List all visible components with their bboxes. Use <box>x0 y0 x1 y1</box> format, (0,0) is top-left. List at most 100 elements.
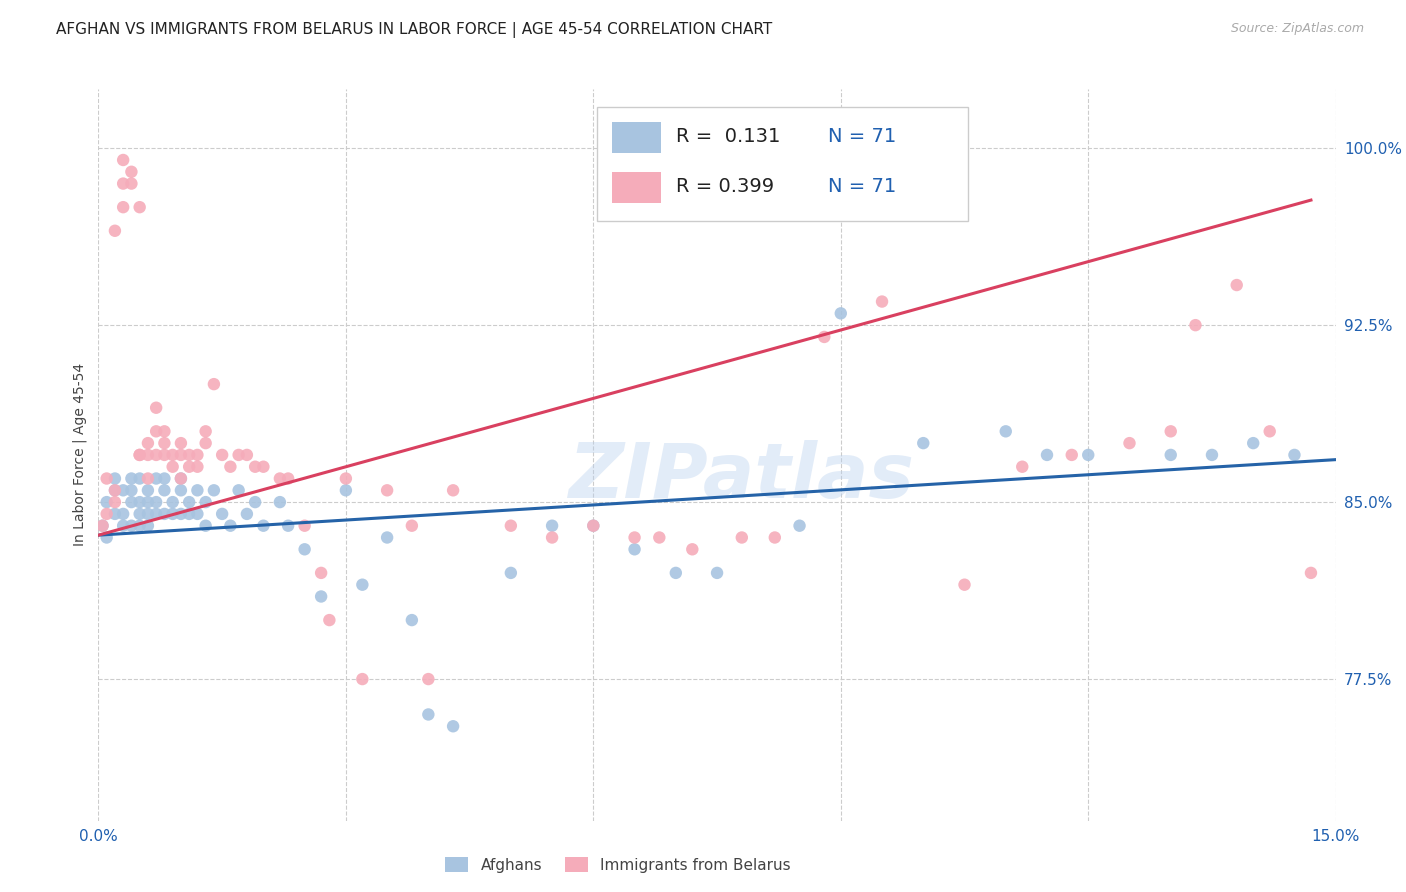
Point <box>309 590 332 604</box>
Point <box>179 495 201 509</box>
Point <box>128 518 150 533</box>
Point <box>112 200 135 214</box>
Point <box>186 483 208 498</box>
Point <box>763 531 786 545</box>
Point <box>128 495 150 509</box>
Point <box>243 495 266 509</box>
Point <box>731 531 754 545</box>
Text: ZIPatlas: ZIPatlas <box>569 440 915 514</box>
Point <box>170 471 193 485</box>
Point <box>145 471 167 485</box>
Point <box>112 483 135 498</box>
Point <box>120 518 142 533</box>
Point <box>153 448 176 462</box>
Point <box>441 483 464 498</box>
Point <box>1160 425 1182 439</box>
Point <box>96 471 118 485</box>
Point <box>202 377 225 392</box>
Point <box>153 483 176 498</box>
Point <box>104 471 127 485</box>
Point <box>352 577 374 591</box>
Point <box>136 448 159 462</box>
Point <box>1299 566 1322 580</box>
Point <box>104 224 127 238</box>
Point <box>870 294 893 309</box>
Point <box>352 672 374 686</box>
Point <box>1060 448 1083 462</box>
Point <box>120 165 142 179</box>
Point <box>170 448 193 462</box>
Point <box>91 518 114 533</box>
Point <box>179 507 201 521</box>
Point <box>128 471 150 485</box>
Text: Source: ZipAtlas.com: Source: ZipAtlas.com <box>1230 22 1364 36</box>
Point <box>499 518 522 533</box>
Point <box>953 577 976 591</box>
Point <box>236 448 259 462</box>
FancyBboxPatch shape <box>612 122 661 153</box>
Point <box>91 518 114 533</box>
Point <box>1118 436 1140 450</box>
Point <box>170 483 193 498</box>
Point <box>170 436 193 450</box>
Point <box>211 448 233 462</box>
Point <box>194 495 217 509</box>
Point <box>401 613 423 627</box>
FancyBboxPatch shape <box>612 172 661 202</box>
Point <box>252 518 274 533</box>
Point <box>112 518 135 533</box>
Point <box>136 483 159 498</box>
Point <box>277 471 299 485</box>
Point <box>1258 425 1281 439</box>
Point <box>335 471 357 485</box>
Point <box>104 507 127 521</box>
Point <box>441 719 464 733</box>
Point <box>541 518 564 533</box>
Point <box>219 518 242 533</box>
Point <box>582 518 605 533</box>
Point <box>912 436 935 450</box>
Point <box>186 507 208 521</box>
Point <box>186 459 208 474</box>
Point <box>136 471 159 485</box>
Point <box>145 495 167 509</box>
Point <box>179 448 201 462</box>
Point <box>128 448 150 462</box>
Point <box>112 153 135 167</box>
Point <box>211 507 233 521</box>
Point <box>153 425 176 439</box>
Point <box>153 436 176 450</box>
Point <box>186 448 208 462</box>
Point <box>1160 448 1182 462</box>
Point <box>665 566 688 580</box>
Point <box>375 531 398 545</box>
Point <box>375 483 398 498</box>
Text: R = 0.399: R = 0.399 <box>676 177 775 196</box>
Point <box>112 507 135 521</box>
Point <box>648 531 671 545</box>
Point <box>418 672 440 686</box>
FancyBboxPatch shape <box>598 108 969 221</box>
Legend: Afghans, Immigrants from Belarus: Afghans, Immigrants from Belarus <box>439 851 797 879</box>
Text: R =  0.131: R = 0.131 <box>676 128 780 146</box>
Point <box>136 518 159 533</box>
Y-axis label: In Labor Force | Age 45-54: In Labor Force | Age 45-54 <box>73 363 87 547</box>
Point <box>194 436 217 450</box>
Point <box>309 566 332 580</box>
Point <box>1284 448 1306 462</box>
Point <box>228 448 250 462</box>
Point <box>145 425 167 439</box>
Point <box>1241 436 1264 450</box>
Point <box>269 471 291 485</box>
Point <box>96 495 118 509</box>
Point <box>789 518 811 533</box>
Point <box>1036 448 1059 462</box>
Point <box>277 518 299 533</box>
Point <box>112 177 135 191</box>
Point <box>623 542 645 557</box>
Point <box>401 518 423 533</box>
Text: N = 71: N = 71 <box>828 177 897 196</box>
Point <box>706 566 728 580</box>
Point <box>623 531 645 545</box>
Point <box>128 448 150 462</box>
